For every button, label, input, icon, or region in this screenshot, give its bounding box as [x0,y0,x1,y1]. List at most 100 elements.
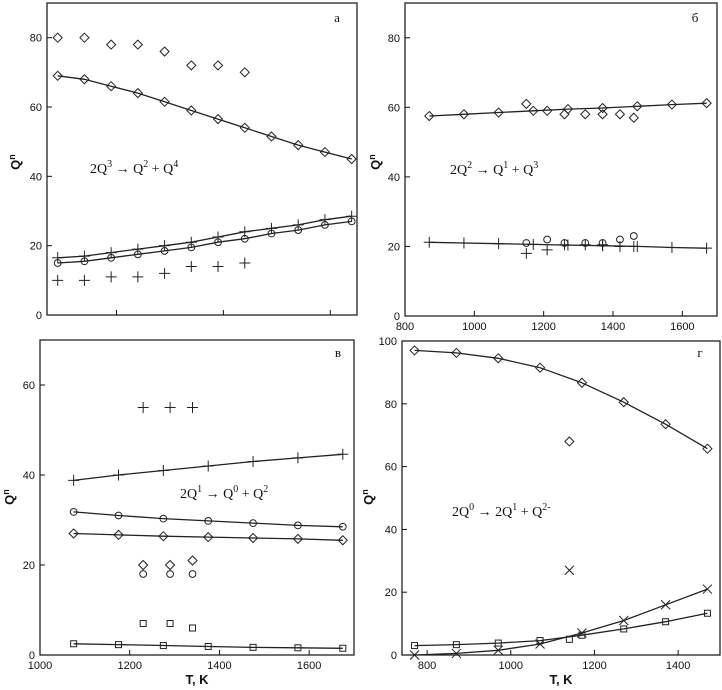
series-2 [68,448,349,486]
data-point [186,60,197,71]
data-point [294,521,302,530]
data-point [80,257,89,266]
y-tick-label: 40 [23,470,35,482]
data-point [520,247,532,259]
y-tick-label: 20 [385,587,397,599]
series-4 [53,217,356,267]
data-point [346,153,357,165]
panel-label: a [334,10,340,25]
data-point [240,234,249,243]
data-point [451,648,462,659]
data-point [78,250,90,262]
series-2 [564,436,575,447]
data-point [247,456,259,467]
data-point [132,271,144,283]
panel-label: г [697,345,702,360]
data-point [565,635,573,643]
data-point [202,460,214,472]
series-line [414,612,708,647]
data-point [666,241,678,253]
series-5 [52,257,251,286]
data-point [347,217,356,226]
series-line [73,643,343,649]
y-tick-label: 60 [23,380,35,392]
y-axis-title: Qn [367,154,383,170]
x-tick-label: 1400 [601,321,625,333]
data-point [618,615,629,626]
data-point [139,620,147,627]
series-1 [424,97,712,122]
data-point [164,402,176,413]
data-point [494,639,502,647]
series-1 [409,345,713,454]
plot-frame [46,2,358,316]
data-point [292,452,304,464]
series-3 [52,210,358,264]
x-tick-label: 800 [396,321,414,333]
data-point [164,559,176,571]
data-point [493,238,505,250]
series-4 [68,528,348,546]
data-point [159,267,171,279]
x-tick-label: 1400 [207,660,231,672]
data-point [614,109,626,120]
data-point [137,402,149,413]
panel-label: б [692,10,699,25]
data-point [660,419,671,430]
data-point [132,87,144,99]
series-6 [139,570,197,578]
data-point [458,237,470,249]
plot-frame [401,340,721,656]
y-tick-label: 60 [30,102,42,114]
data-point [294,226,303,234]
data-point [536,637,544,645]
y-tick-label: 40 [385,524,397,536]
data-point [239,257,251,269]
data-point [204,642,212,650]
data-point [452,641,460,649]
panel-d: г 2Q0 → 2Q1 + Q2- Qn T, K 800 1000 1200 140… [360,336,721,687]
y-tick-label: 80 [388,33,400,45]
data-point [660,599,671,610]
data-point [541,105,553,117]
data-point [203,531,214,543]
y-tick-label: 0 [394,311,400,323]
data-point [188,570,197,578]
series-line [414,349,708,450]
data-point [564,565,575,576]
data-point [52,274,64,286]
data-point [185,260,197,272]
data-point [701,97,712,109]
data-point [158,530,169,542]
data-point [70,640,78,648]
panel-label: в [335,345,341,360]
data-point [105,247,117,259]
data-point [247,532,259,544]
data-point [212,60,224,71]
data-point [629,232,638,240]
data-point [52,70,63,82]
data-point [580,109,591,120]
data-point [558,239,570,251]
panel-c: в 2Q1 → Q0 + Q2 Qn T, K 1000 1200 1400 1600… [1,339,355,687]
data-point [338,522,347,531]
data-point [493,353,504,364]
data-point [78,274,90,286]
data-point [424,110,435,122]
series-line [57,220,352,264]
data-point [319,146,331,158]
data-point [69,508,78,516]
series-line [57,215,352,259]
series-3 [564,565,575,576]
data-point [265,222,277,234]
data-point [493,107,504,118]
data-point [451,347,462,359]
y-tick-label: 0 [391,650,397,662]
panel-b: б 2Q2 → Q1 + Q3 Qn 800 1000 1200 1400 1600 0 2… [367,2,718,333]
data-point [212,231,224,243]
data-point [212,113,224,125]
data-point [559,109,570,120]
data-point [319,214,331,226]
data-point [214,238,222,247]
x-tick-label: 800 [418,660,436,672]
